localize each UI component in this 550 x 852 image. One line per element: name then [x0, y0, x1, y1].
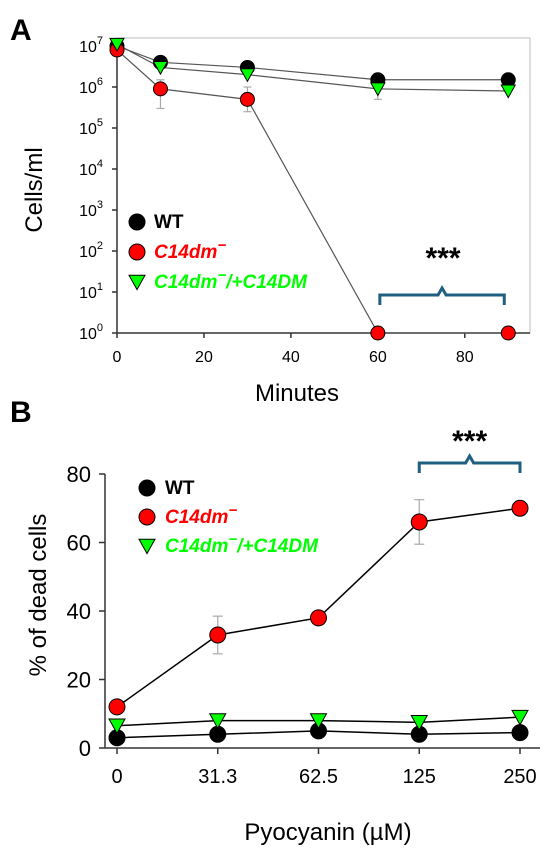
panel-b-ylabel: % of dead cells — [25, 514, 52, 677]
panel-a-series-line-2 — [116, 43, 509, 92]
panel-b-point-s1-4 — [511, 499, 529, 517]
panel-b-point-s1-0 — [108, 698, 126, 716]
panel-b-xtick-label: 250 — [503, 766, 536, 788]
panel-a-point-s1-1 — [152, 81, 168, 97]
panel-b-point-s2-0 — [108, 718, 126, 735]
panel-b-ytick-label: 40 — [67, 599, 91, 624]
panel-a-ytick-label: 103 — [79, 199, 103, 220]
panel-b-point-s1-2 — [310, 609, 327, 627]
panel-b-xtick-label: 0 — [111, 766, 122, 788]
panel-b-ytick-label: 60 — [67, 531, 91, 556]
panel-b-ytick-label: 20 — [67, 668, 91, 693]
panel-a-ytick-label: 104 — [79, 158, 103, 179]
panel-a-point-s2-3 — [369, 82, 386, 97]
panel-b-legend-label-2: C14dm−/+C14DM — [165, 531, 319, 557]
panel-a-xlabel: Minutes — [255, 380, 339, 407]
panel-a-legend-marker-2 — [128, 274, 146, 291]
panel-b-label: B — [10, 396, 32, 429]
panel-a-xtick-label: 0 — [113, 349, 122, 366]
panel-b-point-s1-1 — [209, 626, 227, 644]
panel-b-legend-marker-0 — [138, 479, 156, 497]
panel-b-ytick-label: 80 — [67, 462, 91, 487]
panel-a-ytick-label: 100 — [79, 322, 103, 343]
panel-a-legend-label-0: WT — [154, 212, 184, 233]
panel-a-label: A — [10, 14, 32, 47]
panel-b-xtick-label: 31.3 — [198, 766, 237, 788]
panel-b-point-s2-4 — [511, 709, 529, 726]
panel-a-xtick-label: 80 — [456, 349, 474, 366]
panel-a-ytick-label: 102 — [79, 240, 103, 261]
panel-a-series-line-0 — [116, 45, 509, 81]
panel-b-ytick-label: 0 — [79, 736, 91, 761]
panel-a-legend-marker-0 — [128, 213, 146, 231]
panel-a-point-s2-4 — [500, 84, 517, 99]
panel-a-ytick-label: 105 — [79, 117, 103, 138]
panel-a-point-s1-3 — [370, 325, 386, 341]
panel-a-significance-bracket — [378, 284, 506, 305]
panel-a-point-s2-2 — [239, 68, 256, 83]
panel-b-significance-bracket — [417, 452, 522, 473]
panel-b-point-s2-2 — [309, 713, 328, 730]
panel-a-point-s1-2 — [239, 91, 255, 107]
panel-b-legend-marker-1 — [138, 508, 156, 526]
panel-b-significance-stars: *** — [452, 425, 487, 458]
panel-a-xtick-label: 20 — [195, 349, 213, 366]
panel-a-point-s2-1 — [152, 60, 169, 76]
panel-a-point-s2-0 — [109, 37, 125, 52]
panel-b: B % of dead cells Pyocyanin (µM) 0 20 40 60… — [10, 396, 540, 846]
panel-a-ylabel: Cells/ml — [21, 147, 48, 232]
panel-b-legend-label-1: C14dm− — [165, 502, 237, 528]
panel-a-legend-label-1: C14dm− — [154, 237, 226, 263]
panel-a-ytick-label: 101 — [79, 281, 103, 302]
panel-b-point-s2-1 — [208, 713, 227, 730]
panel-b-point-s0-4 — [511, 724, 529, 742]
panel-b-xlabel: Pyocyanin (µM) — [244, 819, 411, 846]
panel-a-point-s1-4 — [500, 325, 516, 341]
panel-a: A Cells/ml Minutes 100 101 102 103 104 105 106… — [10, 14, 531, 407]
panel-a-legend-label-2: C14dm−/+C14DM — [154, 267, 308, 293]
panel-a-xtick-label: 40 — [282, 349, 300, 366]
panel-a-significance-stars: *** — [426, 242, 461, 275]
panel-b-legend-label-0: WT — [165, 478, 195, 499]
panel-a-legend-marker-1 — [128, 243, 146, 261]
panel-b-xtick-label: 125 — [403, 766, 436, 788]
panel-a-ytick-label: 106 — [79, 76, 103, 97]
panel-b-legend-marker-2 — [138, 538, 156, 555]
panel-b-point-s2-3 — [410, 715, 429, 731]
panel-b-point-s1-3 — [410, 513, 428, 531]
panel-a-xtick-label: 60 — [369, 349, 387, 366]
panel-b-xtick-label: 62.5 — [299, 766, 338, 788]
panel-a-ytick-label: 107 — [79, 35, 103, 56]
